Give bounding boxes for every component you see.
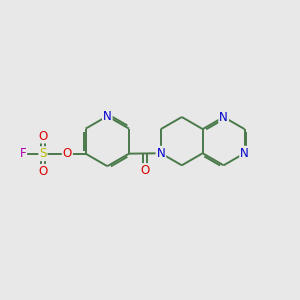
Text: N: N [103, 110, 112, 123]
Text: N: N [219, 110, 228, 124]
Text: O: O [38, 165, 48, 178]
Text: S: S [39, 147, 46, 160]
Text: N: N [157, 147, 165, 160]
Text: O: O [63, 147, 72, 160]
Text: O: O [140, 164, 150, 177]
Text: O: O [38, 130, 48, 142]
Text: N: N [240, 147, 249, 160]
Text: F: F [20, 147, 26, 160]
